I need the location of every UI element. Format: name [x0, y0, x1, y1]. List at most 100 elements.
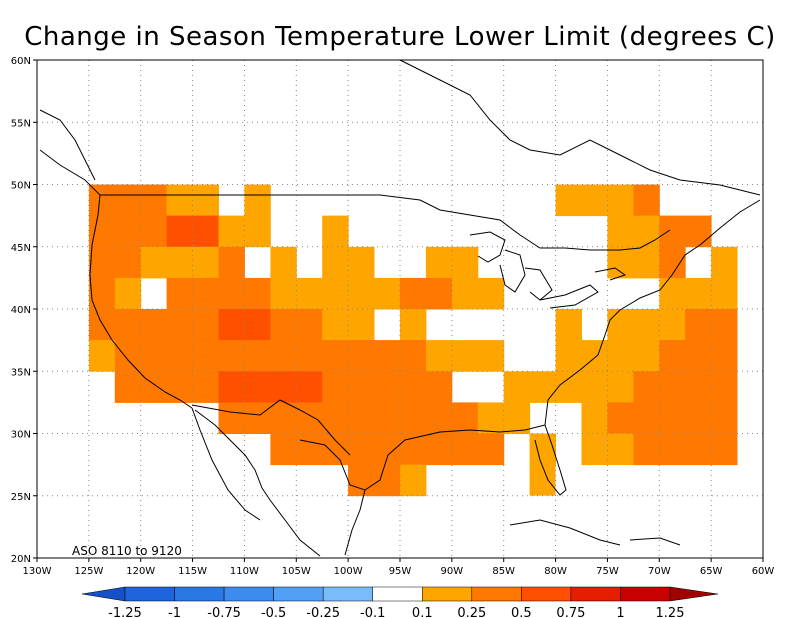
colorbar-over-arrow — [669, 586, 719, 602]
anomaly-cell — [192, 309, 219, 341]
anomaly-cell — [425, 277, 453, 310]
anomaly-cell — [685, 402, 712, 434]
anomaly-cell — [425, 402, 453, 434]
anomaly-cell — [400, 433, 427, 466]
anomaly-cell — [555, 309, 582, 341]
anomaly-cell — [322, 246, 349, 279]
anomaly-cell — [218, 309, 245, 341]
colorbar-label: -0.5 — [261, 606, 286, 618]
colorbar-label: -1.25 — [108, 606, 142, 618]
anomaly-cell — [425, 433, 453, 466]
anomaly-cell — [400, 340, 427, 372]
anomaly-cell — [348, 464, 375, 497]
anomaly-cell — [374, 433, 401, 466]
anomaly-cell — [451, 340, 479, 372]
anomaly-cell — [88, 309, 116, 341]
anomaly-cell — [503, 402, 531, 434]
colorbar-segment — [223, 586, 274, 602]
anomaly-cell — [633, 402, 660, 434]
us-canada-border — [100, 194, 671, 251]
anomaly-cell — [218, 215, 245, 248]
anomaly-cell — [166, 215, 193, 248]
lon-tick-label: 65W — [700, 566, 723, 577]
anomaly-cell — [166, 277, 193, 310]
anomaly-cell — [607, 309, 634, 341]
anomaly-cell — [348, 340, 375, 372]
colorbar-label: -1 — [168, 606, 181, 618]
anomaly-cell — [348, 371, 375, 403]
anomaly-cell — [581, 371, 608, 403]
anomaly-cell — [711, 340, 738, 372]
anomaly-cell — [607, 215, 634, 248]
anomaly-cell — [88, 215, 116, 248]
anomaly-cell — [114, 184, 142, 217]
mexico-gulf-coast — [344, 489, 366, 556]
anomaly-cell — [451, 246, 479, 279]
anomaly-cell — [711, 402, 738, 434]
lat-tick-label: 25N — [11, 492, 31, 503]
canada-hudson-area — [399, 59, 761, 196]
anomaly-cell — [607, 371, 634, 403]
lat-tick-label: 30N — [11, 430, 31, 441]
anomaly-cell — [322, 215, 349, 248]
lon-tick-label: 125W — [74, 566, 103, 577]
anomaly-cell — [659, 309, 686, 341]
mexico-west-coast — [261, 487, 321, 557]
anomaly-cell — [400, 309, 427, 341]
gulf-coast — [299, 424, 546, 491]
anomaly-cell — [166, 309, 193, 341]
anomaly-cell — [192, 184, 219, 217]
great-lakes — [469, 231, 627, 309]
anomaly-cell — [244, 402, 271, 434]
lon-tick-label: 75W — [596, 566, 619, 577]
anomaly-cell — [270, 277, 297, 310]
anomaly-cell — [581, 402, 608, 434]
colorbar-segment — [521, 586, 572, 602]
anomaly-cell — [425, 340, 453, 372]
lon-tick-label: 95W — [389, 566, 412, 577]
anomaly-cell — [555, 340, 582, 372]
anomaly-cell — [244, 215, 271, 248]
anomaly-cell — [322, 402, 349, 434]
map-title: Change in Season Temperature Lower Limit… — [24, 22, 776, 52]
anomaly-cell — [451, 402, 479, 434]
anomaly-cells — [88, 184, 738, 497]
anomaly-cell — [348, 402, 375, 434]
anomaly-cell — [88, 246, 116, 279]
colorbar-label: 1 — [616, 606, 624, 618]
anomaly-cell — [218, 402, 245, 434]
anomaly-cell — [659, 402, 686, 434]
anomaly-cell — [633, 433, 660, 466]
anomaly-cell — [633, 215, 660, 248]
anomaly-cell — [244, 309, 271, 341]
lat-tick-label: 35N — [11, 367, 31, 378]
anomaly-cell — [374, 402, 401, 434]
anomaly-cell — [140, 309, 168, 341]
anomaly-cell — [322, 277, 349, 310]
anomaly-cell — [633, 184, 660, 217]
anomaly-cell — [140, 340, 168, 372]
anomaly-cell — [348, 277, 375, 310]
anomaly-cell — [477, 402, 505, 434]
anomaly-cell — [529, 371, 556, 403]
northwest-canada-coast — [39, 109, 96, 181]
anomaly-cell — [270, 309, 297, 341]
anomaly-cell — [140, 371, 168, 403]
anomaly-cell — [555, 371, 582, 403]
anomaly-cell — [711, 246, 738, 279]
anomaly-cell — [633, 246, 660, 279]
lon-tick-label: 115W — [178, 566, 207, 577]
anomaly-cell — [659, 340, 686, 372]
anomaly-cell — [270, 402, 297, 434]
anomaly-cell — [711, 277, 738, 310]
anomaly-cell — [659, 371, 686, 403]
gridlines — [37, 60, 763, 558]
lon-tick-label: 130W — [23, 566, 52, 577]
anomaly-cell — [711, 371, 738, 403]
lon-tick-label: 120W — [126, 566, 155, 577]
anomaly-cell — [659, 215, 686, 248]
anomaly-cell — [114, 371, 142, 403]
anomaly-cell — [322, 371, 349, 403]
anomaly-cell — [581, 433, 608, 466]
